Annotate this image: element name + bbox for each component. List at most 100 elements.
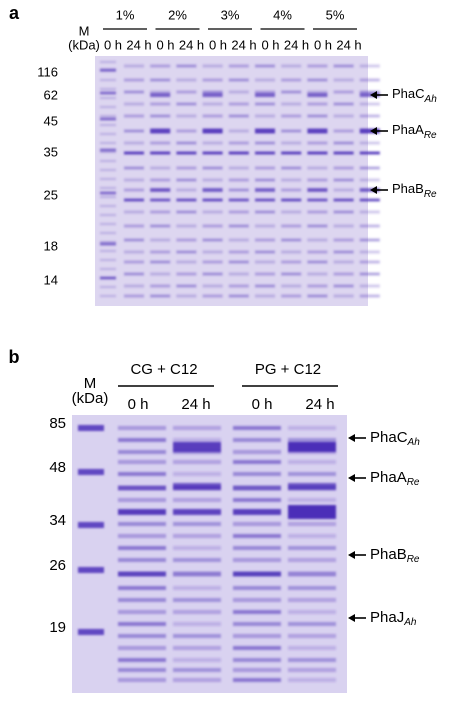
band — [233, 622, 281, 626]
protein-name: PhaA — [392, 122, 424, 137]
band — [228, 114, 249, 118]
band — [176, 166, 197, 170]
band — [202, 178, 223, 182]
band — [307, 78, 328, 82]
band — [233, 546, 281, 550]
band — [173, 546, 221, 550]
band — [118, 546, 166, 550]
band — [255, 151, 275, 155]
band — [228, 166, 249, 170]
band — [233, 522, 281, 526]
band — [100, 124, 116, 126]
band — [173, 472, 221, 476]
band — [100, 148, 116, 152]
protein-subscript: Ah — [424, 94, 438, 105]
band — [307, 166, 328, 170]
band — [124, 210, 144, 214]
band — [150, 114, 171, 118]
band — [202, 90, 223, 94]
band — [124, 224, 144, 228]
band — [100, 106, 116, 108]
band — [281, 178, 302, 182]
protein-subscript: Re — [407, 554, 420, 565]
band — [333, 141, 354, 145]
band — [288, 505, 336, 519]
band — [150, 90, 171, 94]
band — [281, 224, 302, 228]
band — [307, 284, 328, 288]
band — [255, 260, 275, 264]
band — [359, 90, 380, 94]
band — [333, 166, 354, 170]
band — [78, 425, 104, 431]
band — [202, 260, 223, 264]
band — [255, 64, 275, 68]
band — [359, 151, 380, 155]
band — [176, 78, 197, 82]
band — [307, 64, 328, 68]
band — [255, 188, 275, 192]
band — [233, 450, 281, 454]
band — [255, 284, 275, 288]
band — [176, 198, 197, 202]
band — [173, 586, 221, 590]
band — [228, 90, 249, 94]
band — [233, 534, 281, 538]
band — [359, 141, 380, 145]
band — [233, 485, 281, 491]
band — [173, 442, 221, 452]
band-label: PhaARe — [392, 122, 437, 140]
band — [288, 571, 336, 577]
protein-subscript: Ah — [407, 437, 421, 448]
band — [100, 91, 116, 95]
band — [202, 284, 223, 288]
band — [233, 586, 281, 590]
band — [118, 610, 166, 614]
gel-b — [72, 415, 347, 693]
arrow-head — [370, 186, 377, 194]
panel-label: b — [9, 347, 20, 367]
band — [281, 260, 302, 264]
band — [333, 294, 354, 298]
band — [233, 610, 281, 614]
band — [233, 658, 281, 662]
band — [150, 198, 171, 202]
band — [307, 250, 328, 254]
band — [202, 198, 223, 202]
band — [118, 438, 166, 442]
band — [307, 102, 328, 106]
group-label: 1% — [116, 7, 135, 22]
group-label: 3% — [221, 7, 240, 22]
band — [124, 151, 144, 155]
band — [100, 117, 116, 121]
band — [307, 141, 328, 145]
band — [150, 93, 171, 97]
band — [359, 238, 380, 242]
band — [307, 90, 328, 94]
arrow-head — [348, 614, 355, 622]
protein-name: PhaB — [370, 546, 407, 563]
protein-name: PhaJ — [370, 609, 404, 626]
band — [173, 658, 221, 662]
band — [333, 272, 354, 276]
band — [124, 64, 144, 68]
band — [150, 141, 171, 145]
band — [176, 272, 197, 276]
band — [124, 250, 144, 254]
band — [233, 634, 281, 638]
band — [307, 93, 328, 97]
band — [118, 472, 166, 476]
marker-label: 34 — [49, 512, 66, 529]
band — [124, 166, 144, 170]
band — [118, 678, 166, 682]
time-label: 24 h — [231, 37, 256, 52]
band — [202, 238, 223, 242]
band — [173, 438, 221, 442]
band — [281, 151, 302, 155]
band — [176, 210, 197, 214]
band — [333, 78, 354, 82]
band — [150, 294, 171, 298]
band — [100, 160, 116, 162]
band — [124, 178, 144, 182]
group-label: PG + C12 — [255, 361, 321, 378]
